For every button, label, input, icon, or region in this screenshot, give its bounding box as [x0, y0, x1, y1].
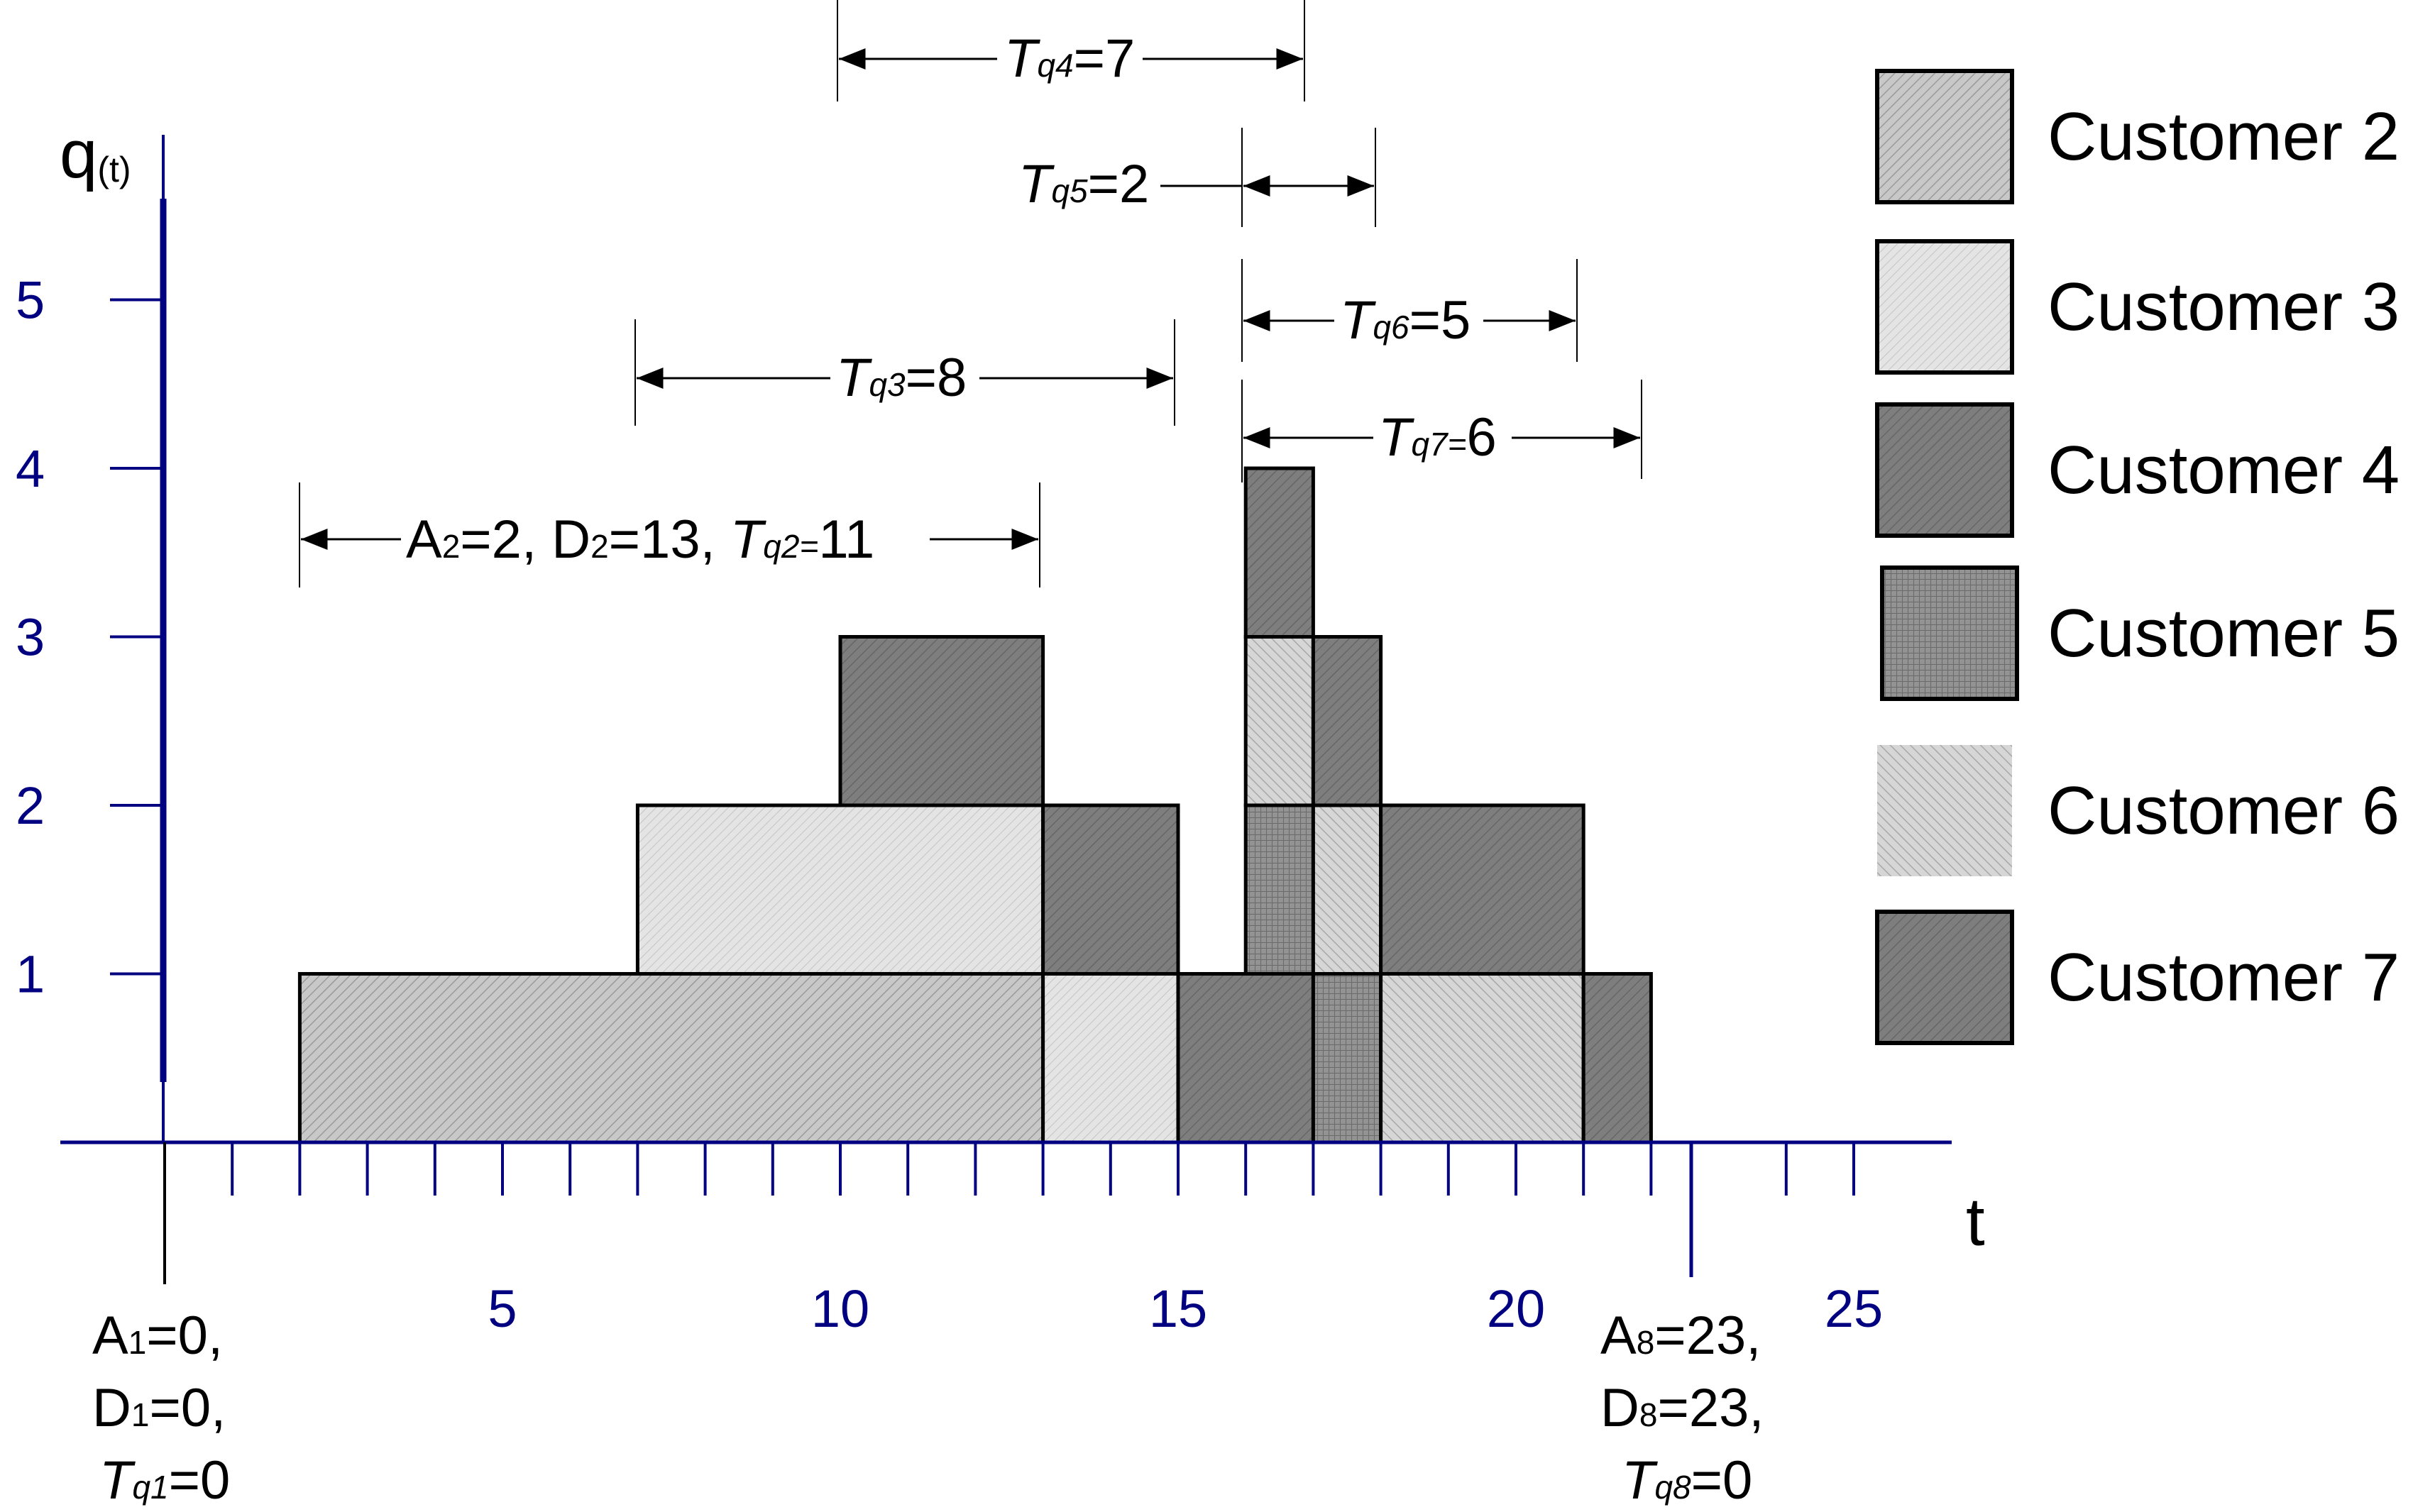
customer-4-block [838, 635, 1045, 807]
tq3-label: Tq3=8 [836, 348, 967, 408]
legend-swatch [1875, 402, 2014, 538]
customer-7-block [1243, 466, 1315, 639]
legend-label: Customer 6 [2048, 773, 2400, 849]
c8-line1: A8=23, [1600, 1306, 1761, 1366]
customer-7-block [1311, 635, 1383, 807]
y-tick-label: 4 [16, 439, 45, 498]
legend-label: Customer 2 [2048, 99, 2400, 175]
customer-5-block [1243, 803, 1315, 976]
x-tick-label: 25 [1825, 1279, 1883, 1338]
customer-6-block [1379, 972, 1585, 1144]
customer-5-block [1311, 972, 1383, 1144]
legend-label: Customer 5 [2048, 595, 2400, 671]
x-axis-ticks: 5 10 15 20 25 [231, 1142, 1883, 1338]
tq6-label: Tq6=5 [1340, 290, 1471, 351]
y-axis-label: q(t) [60, 116, 131, 192]
legend-swatch [1875, 910, 2014, 1045]
y-axis-label-sub: (t) [97, 150, 131, 189]
x-tick-label: 5 [488, 1279, 517, 1338]
x-axis-label: t [1966, 1184, 1985, 1260]
legend-label: Customer 7 [2048, 939, 2400, 1015]
customer-6-block [1311, 803, 1383, 976]
c2-label: A2=2, D2=13, Tq2=11 [406, 509, 874, 570]
legend-swatch [1875, 239, 2014, 375]
y-axis-label-main: q [60, 116, 97, 192]
legend-swatch [1875, 69, 2014, 204]
y-tick-label: 1 [16, 945, 45, 1004]
customer-6-block [1243, 635, 1315, 807]
x-tick-label: 20 [1487, 1279, 1545, 1338]
c1-line1: A1=0, [92, 1306, 223, 1366]
legend-swatch [1877, 745, 2012, 876]
waiting-time-annotations: Tq4=7 Tq5=2 Tq6=5 Tq3=8 Tq7=6 A2=2, D2=1… [92, 0, 1764, 1511]
axes: 5 10 15 20 25 1 2 3 4 5 q(t) t [16, 116, 1985, 1338]
c1-line3: Tq1=0 [99, 1450, 230, 1511]
customer-blocks [297, 466, 1653, 1144]
legend-label: Customer 3 [2048, 269, 2400, 345]
tq4-label: Tq4=7 [1004, 28, 1135, 89]
tq5-label: Tq5=2 [1018, 154, 1149, 214]
c8-line3: Tq8=0 [1622, 1450, 1752, 1511]
customer-3-block [1041, 972, 1180, 1144]
customer-2-block [297, 972, 1045, 1144]
y-axis-ticks: 1 2 3 4 5 [16, 271, 163, 1004]
y-tick-label: 2 [16, 776, 45, 835]
legend-swatch [1880, 565, 2019, 701]
y-tick-label: 5 [16, 271, 45, 330]
c8-line2: D8=23, [1600, 1378, 1764, 1438]
c1-line2: D1=0, [92, 1378, 226, 1438]
customer-4-block [1176, 972, 1315, 1144]
tq7-label: Tq7=6 [1378, 407, 1497, 468]
customer-7-block [1379, 803, 1585, 976]
x-tick-label: 10 [811, 1279, 869, 1338]
legend: Customer 2 Customer 3 Customer 4 Customer 5… [1875, 69, 2400, 1045]
y-tick-label: 3 [16, 608, 45, 667]
legend-label: Customer 4 [2048, 432, 2400, 508]
x-tick-label: 15 [1149, 1279, 1207, 1338]
customer-7-block [1581, 972, 1653, 1144]
customer-4-block [1041, 803, 1180, 976]
customer-3-block [635, 803, 1045, 976]
